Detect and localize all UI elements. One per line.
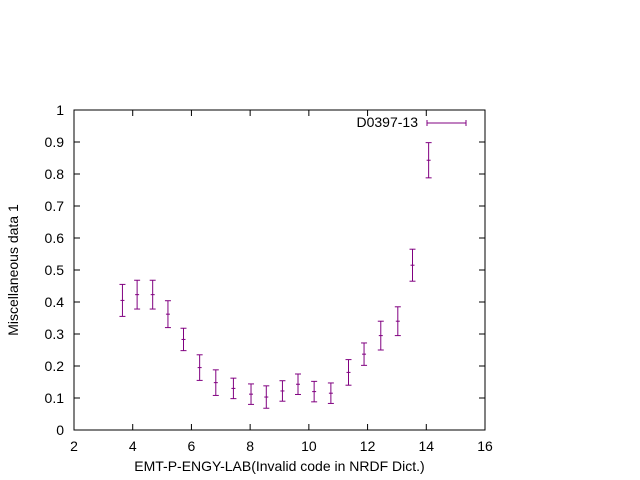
y-tick-label: 0.8 [45,166,65,182]
y-tick-label: 0.6 [45,230,65,246]
data-point [425,142,432,179]
legend-swatch [426,120,467,126]
x-tick-label: 8 [246,438,254,454]
legend: D0397-13 [357,114,467,130]
x-tick-label: 4 [129,438,137,454]
y-tick-label: 0.7 [45,198,65,214]
y-tick-label: 0.1 [45,390,65,406]
data-point [294,373,301,395]
data-point [180,327,187,352]
y-axis-label: Miscellaneous data 1 [5,204,21,336]
data-point [263,385,270,409]
data-point [311,380,318,403]
data-point [196,354,203,381]
x-tick-label: 6 [188,438,196,454]
data-point [230,377,237,400]
tick-labels: 2 4 6 8 10 12 14 16 0 0.1 0.2 0.3 0.4 0.5 0.6 0.7 0.8 0.9… [45,102,493,454]
data-point [409,248,416,282]
plot-frame [73,109,486,431]
data-point [279,380,286,402]
data-point [345,359,352,386]
data-point [361,342,368,366]
x-axis-label: EMT-P-ENGY-LAB(Invalid code in NRDF Dict… [134,458,424,474]
series-layer [119,142,432,409]
axis-ticks [73,109,486,431]
legend-label: D0397-13 [357,114,419,130]
x-tick-label: 16 [477,438,493,454]
y-tick-label: 0.2 [45,358,65,374]
y-tick-label: 0 [56,422,64,438]
x-tick-label: 10 [301,438,317,454]
y-tick-label: 0.4 [45,294,65,310]
x-tick-label: 12 [360,438,376,454]
y-tick-label: 1 [56,102,64,118]
data-point [248,383,255,405]
data-point [212,369,219,396]
y-tick-label: 0.9 [45,134,65,150]
x-tick-label: 14 [418,438,434,454]
data-point [119,283,126,317]
x-tick-label: 2 [70,438,78,454]
y-tick-label: 0.5 [45,262,65,278]
data-point [394,306,401,337]
data-point [327,382,334,404]
data-point [377,320,384,351]
y-tick-label: 0.3 [45,326,65,342]
data-point [149,279,156,310]
data-point [134,279,141,310]
data-point [164,300,171,329]
